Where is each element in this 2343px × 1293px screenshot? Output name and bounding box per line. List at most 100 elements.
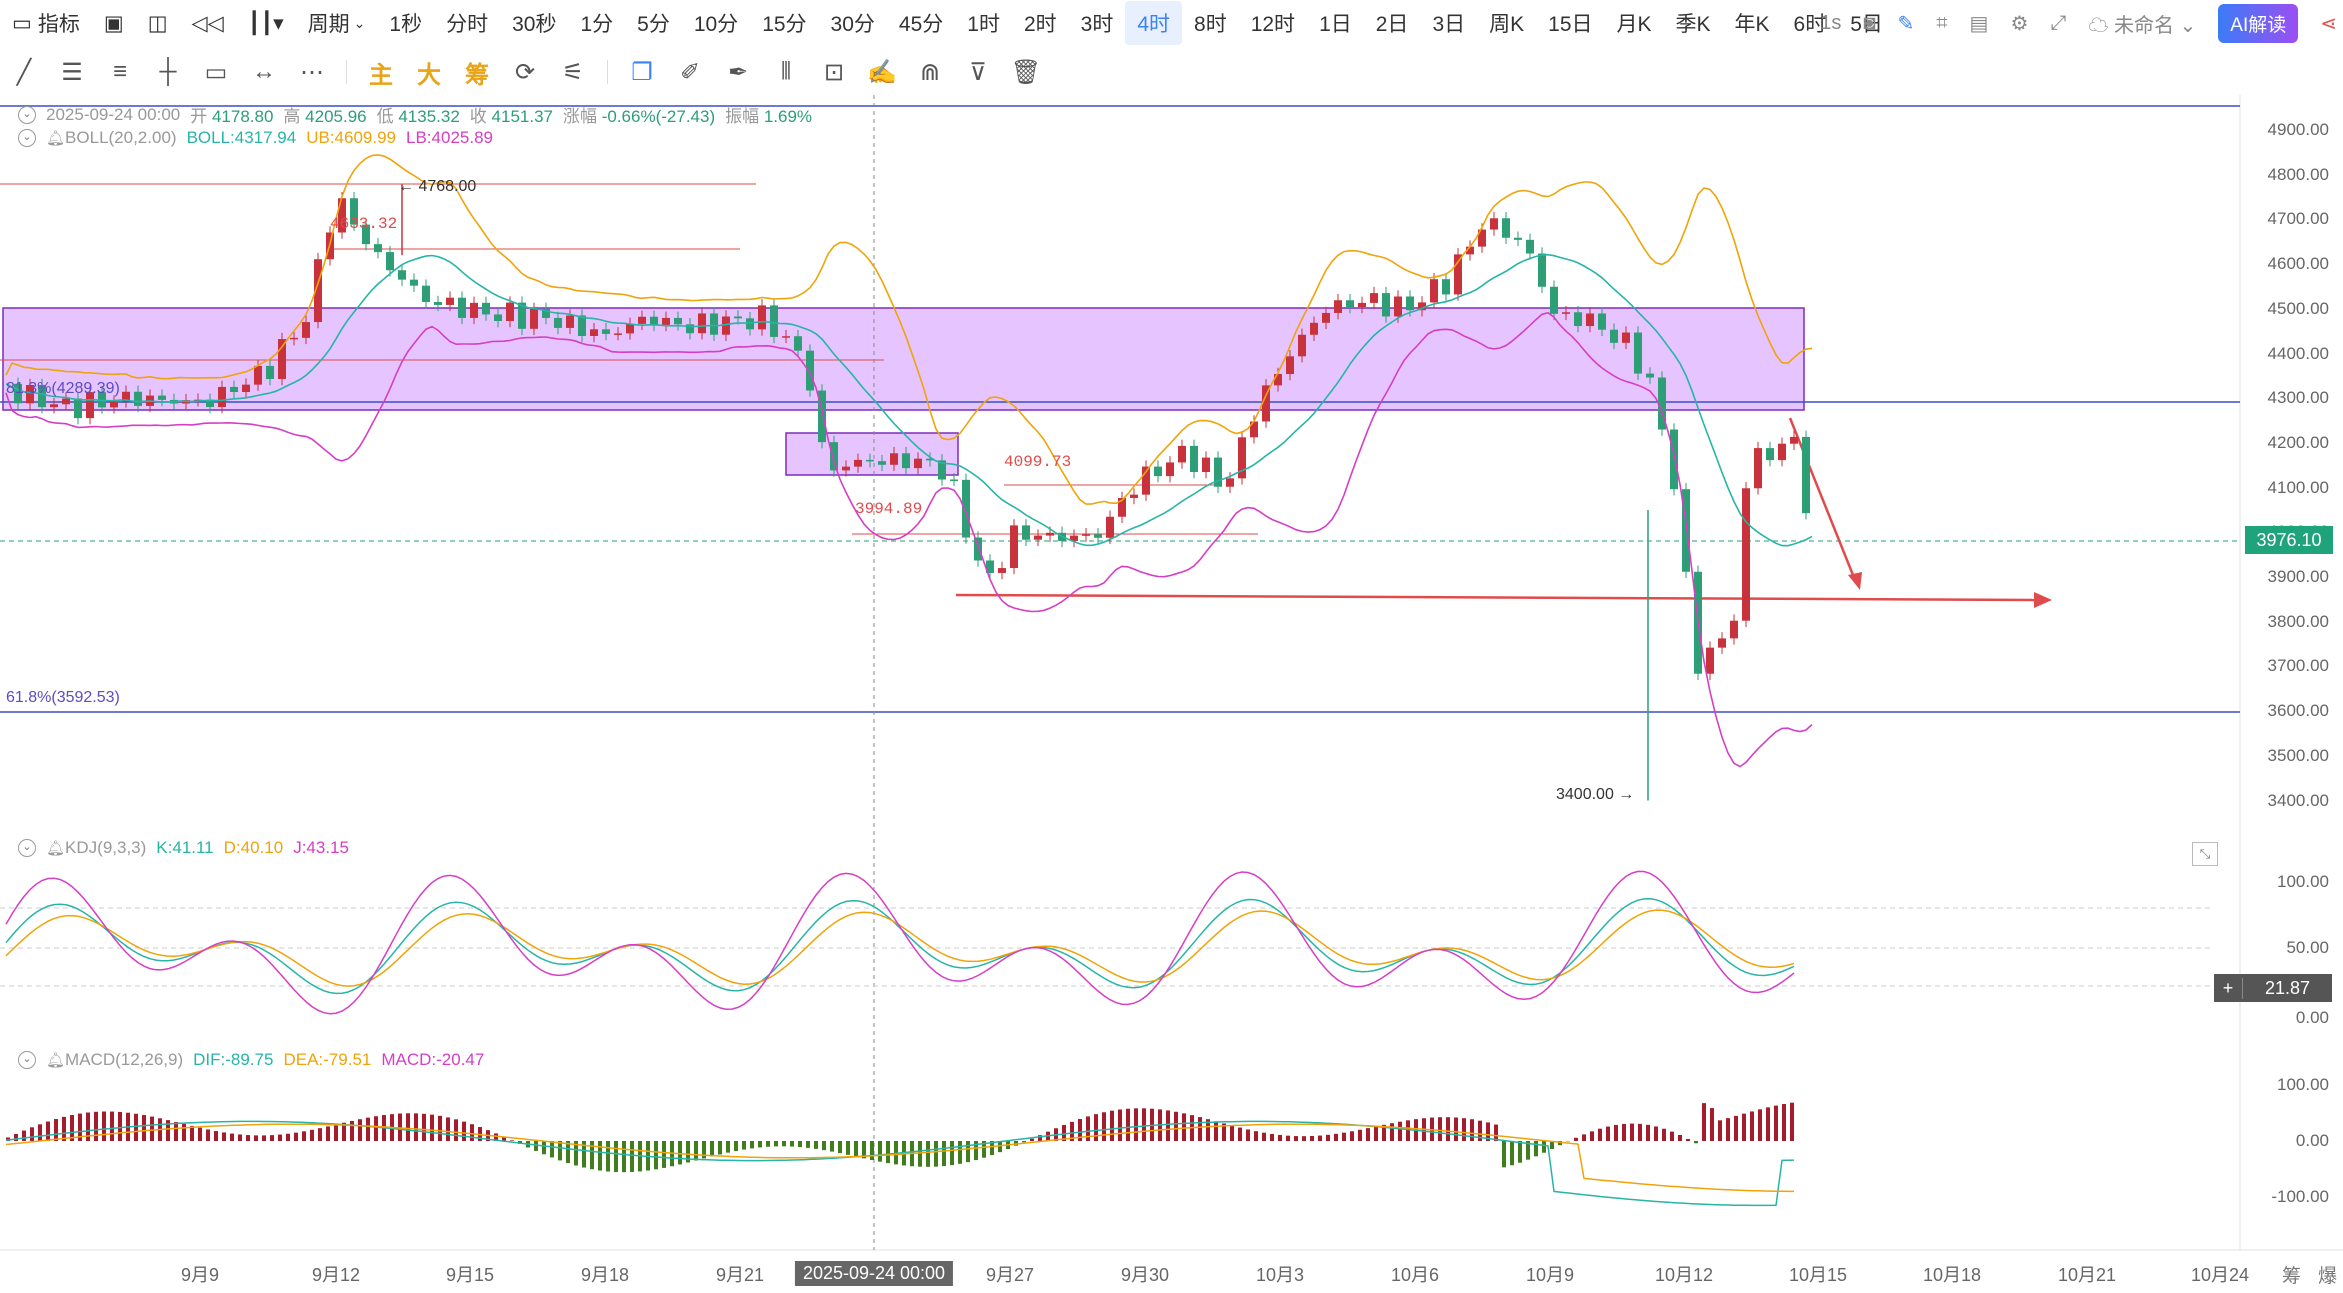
- boll-legend: ⌄ 🔔︎BOLL(20,2.00) BOLL:4317.94 UB:4609.9…: [18, 128, 493, 148]
- period-22[interactable]: 年K: [1734, 13, 1770, 36]
- measure-tool-icon[interactable]: ↔: [252, 58, 276, 85]
- gear-icon[interactable]: ⚙: [2010, 12, 2029, 35]
- period-17[interactable]: 3日: [1432, 13, 1466, 36]
- edit-icon[interactable]: ✍: [867, 58, 897, 86]
- candle-body: [554, 317, 562, 328]
- sync-icon[interactable]: ⟳: [514, 58, 536, 86]
- period-12[interactable]: 4时: [1125, 1, 1183, 45]
- pen-icon[interactable]: ✒: [727, 58, 749, 86]
- price-tick: 4800.00: [2267, 164, 2329, 184]
- fib-618-label: 61.8%(3592.53): [6, 689, 120, 706]
- indicator-button[interactable]: ▭ 指标: [0, 1, 92, 45]
- period-select[interactable]: 周期 ⌄: [296, 1, 378, 45]
- period-8[interactable]: 45分: [898, 13, 944, 36]
- pencil-icon[interactable]: ✎: [1897, 12, 1915, 35]
- bell-icon[interactable]: 🔔︎: [46, 1052, 66, 1069]
- share-icon[interactable]: ⋖: [2320, 12, 2337, 35]
- candle-body: [794, 336, 802, 351]
- period-19[interactable]: 15日: [1548, 13, 1593, 36]
- crop-icon[interactable]: ⌗: [1936, 11, 1948, 34]
- period-14[interactable]: 12时: [1250, 13, 1296, 36]
- brush-icon[interactable]: ⚟: [562, 58, 584, 86]
- ruler-icon[interactable]: ✐: [679, 58, 701, 86]
- candle-type-button[interactable]: ┃┃▾: [236, 1, 296, 45]
- compare-icon[interactable]: ⫴: [780, 58, 792, 85]
- chip-button[interactable]: 筹: [465, 61, 489, 89]
- period-3[interactable]: 1分: [580, 13, 614, 36]
- expand-icon[interactable]: ⤡: [2192, 842, 2218, 866]
- period-0[interactable]: 1秒: [389, 13, 423, 36]
- divider: [607, 60, 608, 84]
- hline-tool-icon[interactable]: ┼: [159, 58, 177, 85]
- period-9[interactable]: 1时: [967, 13, 1000, 36]
- layout-button[interactable]: ◫: [136, 1, 180, 45]
- candle-body: [422, 285, 430, 302]
- candle-body: [1766, 448, 1774, 461]
- period-1[interactable]: 分时: [446, 13, 489, 36]
- burst-toggle[interactable]: 爆: [2318, 1266, 2338, 1287]
- period-6[interactable]: 15分: [762, 13, 807, 36]
- period-7[interactable]: 30分: [830, 13, 875, 36]
- calendar-button[interactable]: ▣: [92, 1, 136, 45]
- candle-body: [470, 302, 478, 318]
- line-tool-icon[interactable]: ╱: [16, 58, 32, 86]
- bell-icon[interactable]: 🔔︎: [46, 840, 66, 857]
- down-arrow-head: [1848, 572, 1862, 590]
- interval-label[interactable]: 1s: [1820, 11, 1842, 34]
- filter-icon[interactable]: ⊽: [969, 58, 987, 86]
- plus-icon[interactable]: +: [2214, 977, 2243, 999]
- fullscreen-icon[interactable]: ⤢: [2050, 11, 2067, 34]
- collapse-icon[interactable]: ⌄: [18, 105, 36, 124]
- price-tick: 3700.00: [2267, 656, 2329, 676]
- period-20[interactable]: 月K: [1616, 13, 1652, 36]
- collapse-icon[interactable]: ⌄: [18, 129, 36, 147]
- period-18[interactable]: 周K: [1489, 13, 1525, 36]
- candle-body: [362, 224, 370, 245]
- candle-body: [938, 460, 946, 480]
- candle-body: [1250, 421, 1258, 438]
- candle-body: [1334, 300, 1342, 313]
- big-order-button[interactable]: 大: [417, 61, 441, 89]
- period-15[interactable]: 1日: [1319, 13, 1352, 36]
- candle-body: [1706, 647, 1714, 674]
- period-2[interactable]: 30秒: [512, 13, 557, 36]
- period-4[interactable]: 5分: [637, 13, 670, 36]
- rewind-button[interactable]: ◁◁: [180, 1, 236, 45]
- boll-mid: BOLL:4317.94: [186, 128, 297, 147]
- candle-body: [1754, 448, 1762, 489]
- candle-body: [974, 537, 982, 561]
- candle-body: [1394, 296, 1402, 317]
- period-5[interactable]: 10分: [693, 13, 739, 36]
- period-13[interactable]: 8时: [1194, 13, 1227, 36]
- image-icon[interactable]: ▤: [1969, 12, 1989, 35]
- period-10[interactable]: 2时: [1023, 13, 1057, 36]
- main-chart-button[interactable]: 主: [369, 61, 393, 89]
- period-24[interactable]: 5日: [1850, 13, 1883, 36]
- period-21[interactable]: 季K: [1675, 13, 1711, 36]
- copy-icon[interactable]: ❐: [631, 58, 653, 86]
- workspace-select[interactable]: ☁ 未命名 ⌄: [2088, 14, 2197, 37]
- rect-tool-icon[interactable]: ▭: [204, 58, 228, 86]
- period-23[interactable]: 6时: [1793, 13, 1827, 36]
- candle-body: [1610, 329, 1618, 343]
- more-tools-icon[interactable]: ⋯: [300, 58, 324, 86]
- bell-icon[interactable]: 🔔︎: [46, 130, 66, 147]
- collapse-icon[interactable]: ⌄: [18, 1051, 36, 1069]
- candle-body: [314, 259, 322, 323]
- candle-body: [542, 308, 550, 318]
- channel-tool-icon[interactable]: ≡: [112, 58, 127, 85]
- hlines-tool-icon[interactable]: ☰: [61, 58, 83, 86]
- period-11[interactable]: 3时: [1080, 13, 1114, 36]
- ai-analysis-button[interactable]: AI解读: [2218, 3, 2299, 43]
- period-16[interactable]: 2日: [1375, 13, 1409, 36]
- candle-body: [770, 305, 778, 337]
- magnet-icon[interactable]: ⋒: [919, 58, 941, 86]
- chip-toggle[interactable]: 筹: [2282, 1266, 2302, 1287]
- camera-icon[interactable]: ◙: [1863, 11, 1876, 34]
- trend-arrow-line: [955, 593, 2041, 602]
- trash-icon[interactable]: 🗑: [1010, 58, 1042, 86]
- collapse-icon[interactable]: ⌄: [18, 839, 36, 857]
- cloud-icon: ☁: [2088, 14, 2109, 37]
- lock-icon[interactable]: ⊡: [823, 58, 845, 86]
